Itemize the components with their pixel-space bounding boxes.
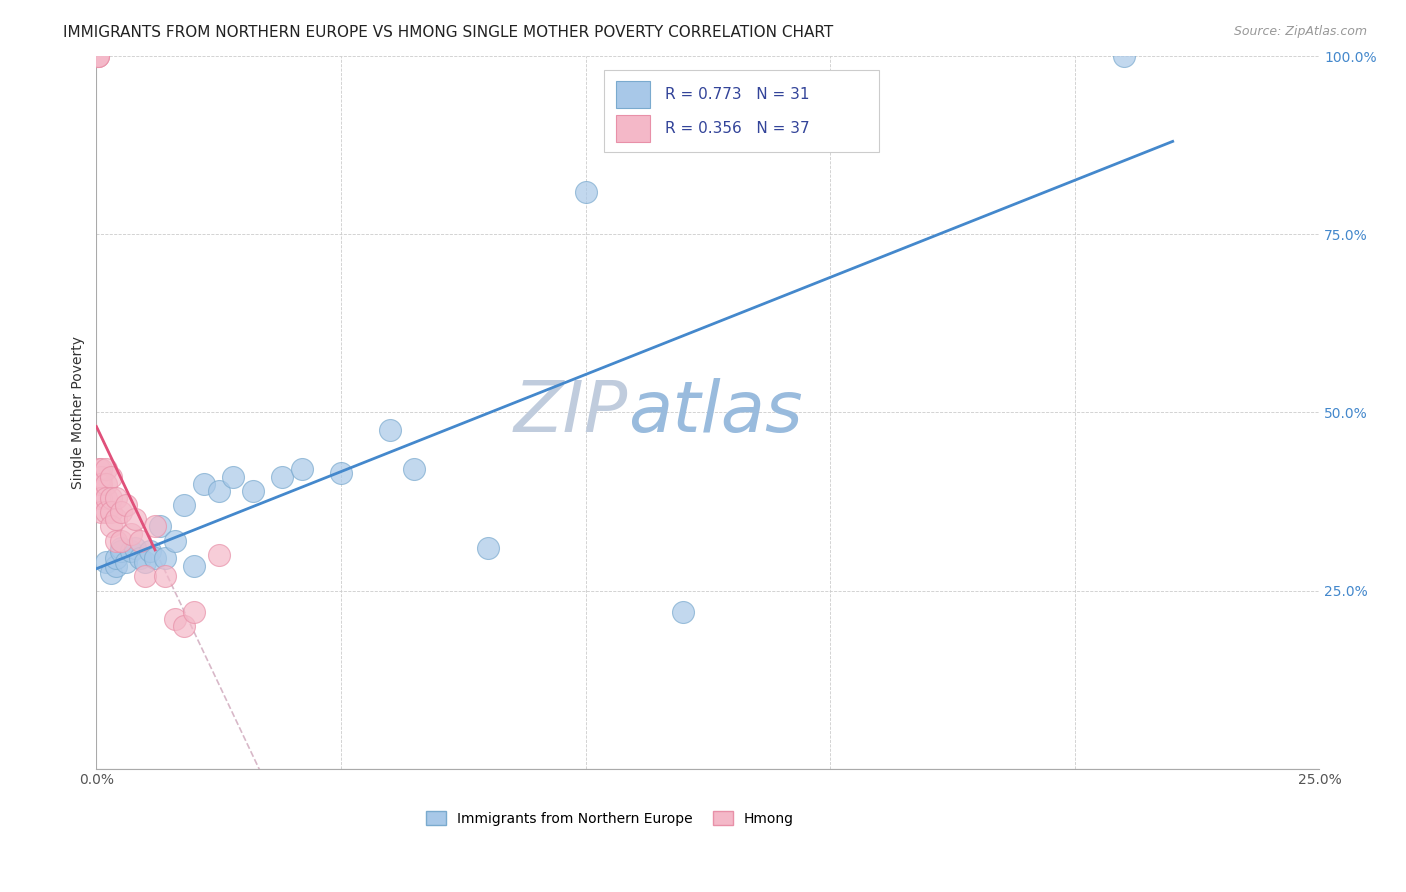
Point — [104, 533, 127, 548]
Point — [89, 469, 111, 483]
Point — [90, 476, 112, 491]
Text: Source: ZipAtlas.com: Source: ZipAtlas.com — [1233, 25, 1367, 38]
Text: R = 0.773   N = 31: R = 0.773 N = 31 — [665, 87, 810, 103]
Point — [94, 476, 117, 491]
Point — [672, 605, 695, 619]
Point — [120, 526, 142, 541]
Point — [90, 469, 112, 483]
Point — [330, 466, 353, 480]
Point — [90, 491, 112, 505]
Text: ZIP: ZIP — [515, 378, 628, 447]
Point — [242, 483, 264, 498]
Point — [378, 423, 401, 437]
Point — [110, 541, 132, 555]
Point — [114, 555, 136, 569]
Point — [100, 469, 122, 483]
Point — [183, 558, 205, 573]
Point — [100, 566, 122, 580]
Point — [173, 619, 195, 633]
Point — [94, 491, 117, 505]
Point — [271, 469, 294, 483]
Text: R = 0.356   N = 37: R = 0.356 N = 37 — [665, 121, 810, 136]
Point — [173, 498, 195, 512]
Point — [134, 569, 156, 583]
Point — [110, 533, 132, 548]
Point — [143, 519, 166, 533]
Point — [87, 49, 110, 63]
Point — [110, 544, 132, 558]
Point — [129, 533, 152, 548]
Point — [153, 569, 176, 583]
Point — [183, 605, 205, 619]
Text: IMMIGRANTS FROM NORTHERN EUROPE VS HMONG SINGLE MOTHER POVERTY CORRELATION CHART: IMMIGRANTS FROM NORTHERN EUROPE VS HMONG… — [63, 25, 834, 40]
Point — [90, 462, 112, 476]
Point — [104, 551, 127, 566]
Point — [477, 541, 499, 555]
FancyBboxPatch shape — [616, 81, 651, 108]
Point — [120, 544, 142, 558]
Point — [222, 469, 245, 483]
Point — [100, 519, 122, 533]
Point — [208, 548, 231, 562]
Legend: Immigrants from Northern Europe, Hmong: Immigrants from Northern Europe, Hmong — [426, 811, 794, 826]
Point — [124, 541, 146, 555]
Point — [87, 491, 110, 505]
Point — [90, 505, 112, 519]
Point — [291, 462, 314, 476]
Point — [104, 558, 127, 573]
Point — [1112, 49, 1135, 63]
Point — [94, 505, 117, 519]
Point — [124, 512, 146, 526]
Point — [89, 476, 111, 491]
Point — [163, 533, 186, 548]
Point — [87, 49, 110, 63]
Text: atlas: atlas — [628, 378, 803, 447]
Point — [149, 519, 172, 533]
Point — [114, 498, 136, 512]
Point — [87, 49, 110, 63]
Point — [94, 462, 117, 476]
Point — [104, 491, 127, 505]
Y-axis label: Single Mother Poverty: Single Mother Poverty — [72, 336, 86, 489]
Point — [110, 505, 132, 519]
Point — [163, 612, 186, 626]
Point — [94, 555, 117, 569]
Point — [89, 462, 111, 476]
Point — [100, 491, 122, 505]
Point — [139, 544, 162, 558]
FancyBboxPatch shape — [605, 70, 879, 153]
Point — [134, 555, 156, 569]
Point — [153, 551, 176, 566]
Point — [574, 185, 596, 199]
Point — [87, 476, 110, 491]
Point — [104, 512, 127, 526]
Point — [404, 462, 426, 476]
Point — [208, 483, 231, 498]
Point — [143, 551, 166, 566]
Point — [100, 505, 122, 519]
Point — [129, 551, 152, 566]
FancyBboxPatch shape — [616, 115, 651, 143]
Point — [193, 476, 215, 491]
